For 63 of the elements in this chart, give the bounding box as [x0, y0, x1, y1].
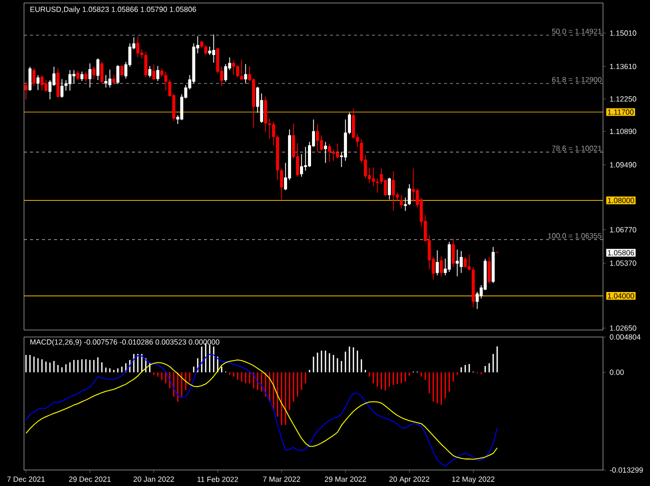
candlestick: [488, 256, 491, 284]
candlestick: [100, 61, 104, 84]
candlestick: [112, 74, 116, 85]
candlestick: [408, 184, 411, 206]
candlestick: [24, 81, 28, 100]
candlestick: [460, 250, 463, 274]
candlestick: [156, 66, 160, 82]
candlestick: [212, 34, 216, 64]
candlestick: [436, 250, 439, 276]
candlestick: [32, 68, 36, 86]
candlestick: [324, 142, 327, 164]
candlestick: [452, 238, 455, 268]
candlestick: [116, 64, 120, 85]
candlestick: [152, 64, 156, 80]
candlestick: [44, 80, 48, 92]
candlestick: [316, 124, 320, 152]
candlestick: [476, 291, 479, 310]
candlestick: [240, 59, 244, 80]
candlestick: [88, 62, 92, 88]
candlestick: [304, 146, 308, 172]
candlestick: [456, 249, 459, 277]
candlestick: [336, 143, 339, 160]
candlestick: [280, 168, 284, 200]
candlestick: [268, 118, 272, 139]
candlestick: [68, 70, 72, 91]
candlestick: [468, 254, 471, 272]
candlestick: [352, 108, 355, 139]
candlestick: [236, 64, 240, 78]
candlestick: [164, 71, 168, 91]
candlestick: [144, 51, 148, 78]
candlestick: [96, 58, 100, 80]
candlestick: [84, 71, 88, 82]
candlestick: [392, 170, 395, 212]
candlestick: [372, 167, 375, 187]
candlestick: [412, 168, 415, 202]
candlestick: [232, 60, 236, 76]
candlestick: [108, 69, 112, 88]
candlestick: [388, 177, 391, 200]
candlestick: [300, 154, 304, 178]
candlestick: [148, 66, 152, 78]
candlestick: [244, 64, 248, 84]
candlestick: [272, 121, 276, 146]
candlestick: [320, 134, 324, 152]
candlestick: [136, 36, 140, 58]
candlestick: [76, 70, 80, 80]
candlestick: [404, 197, 407, 212]
candlestick: [400, 194, 403, 209]
candlestick: [28, 66, 32, 92]
candlestick: [224, 64, 228, 82]
candlestick: [332, 149, 335, 162]
candlestick: [92, 66, 96, 80]
candlestick: [328, 143, 331, 162]
candlestick: [40, 74, 44, 91]
candlestick: [36, 74, 40, 91]
candlestick: [120, 64, 124, 78]
candlestick: [104, 74, 108, 88]
candlestick: [60, 78, 64, 98]
candlestick: [204, 44, 208, 56]
candlestick: [80, 71, 84, 82]
candlestick: [440, 256, 443, 277]
candlestick: [264, 96, 268, 132]
candlestick: [72, 70, 76, 84]
candlestick: [464, 256, 467, 268]
